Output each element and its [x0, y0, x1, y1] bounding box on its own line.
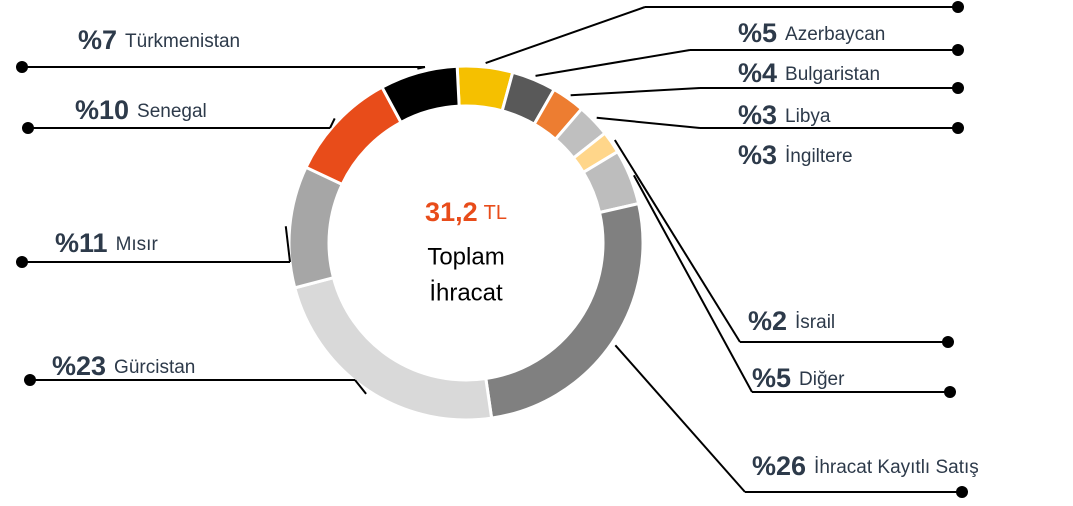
center-unit: TL — [484, 202, 507, 224]
category-label: Gürcistan — [114, 357, 195, 378]
percent-label: %3 — [738, 100, 777, 130]
leader-line — [613, 139, 741, 343]
segment-label: %23 Gürcistan — [52, 351, 195, 381]
label-dot — [952, 122, 964, 134]
center-total: 31,2 TL — [425, 197, 507, 227]
percent-label: %5 — [738, 18, 777, 48]
donut-segment — [287, 165, 345, 290]
donut-segment — [380, 64, 461, 125]
segment-label: %11 Mısır — [55, 228, 158, 258]
segment-label: %7 Türkmenistan — [78, 25, 240, 55]
category-label: İngiltere — [785, 146, 853, 167]
leader-line — [570, 87, 701, 97]
leader-line — [284, 226, 291, 263]
category-label: Türkmenistan — [125, 31, 240, 52]
label-dot — [952, 1, 964, 13]
percent-label: %3 — [738, 140, 777, 170]
segment-label: %2 İsrail — [748, 306, 835, 336]
category-label: Diğer — [799, 369, 845, 390]
category-label: Libya — [785, 106, 831, 127]
category-label: İhracat Kayıtlı Satış — [814, 457, 979, 478]
label-dot — [24, 374, 36, 386]
percent-label: %11 — [55, 228, 108, 258]
category-label: Senegal — [137, 101, 207, 122]
category-label: Mısır — [116, 234, 159, 255]
label-dot — [22, 122, 34, 134]
percent-label: %7 — [78, 25, 117, 55]
leader-line — [485, 6, 646, 65]
segment-label: %3 İngiltere — [738, 140, 853, 170]
center-value: 31,2 — [425, 197, 478, 227]
percent-label: %23 — [52, 351, 106, 381]
center-label: İhracat — [429, 279, 503, 306]
label-dot — [944, 386, 956, 398]
category-label: Azerbaycan — [785, 24, 885, 45]
leader-line — [596, 116, 701, 129]
donut-segment — [484, 201, 645, 420]
label-dot — [16, 256, 28, 268]
segment-label: %10 Senegal — [75, 95, 207, 125]
category-label: Bulgaristan — [785, 64, 880, 85]
percent-label: %10 — [75, 95, 129, 125]
label-dot — [952, 44, 964, 56]
label-dot — [16, 61, 28, 73]
donut-segment — [304, 85, 404, 187]
percent-label: %5 — [752, 363, 791, 393]
segment-label: %5 Diğer — [752, 363, 845, 393]
percent-label: %2 — [748, 306, 787, 336]
leader-line — [614, 344, 746, 493]
segment-label: %4 Bulgaristan — [738, 58, 880, 88]
segment-label: %3 Libya — [738, 100, 831, 130]
label-dot — [956, 486, 968, 498]
label-dot — [942, 336, 954, 348]
percent-label: %4 — [738, 58, 777, 88]
category-label: İsrail — [795, 312, 835, 333]
segment-label: %5 Azerbaycan — [738, 18, 885, 48]
leader-line — [354, 379, 367, 395]
percent-label: %26 — [752, 451, 806, 481]
leader-line — [329, 117, 336, 129]
leader-line — [535, 49, 691, 77]
segment-label: %26 İhracat Kayıtlı Satış — [752, 451, 979, 481]
center-label: Toplam — [427, 243, 504, 270]
leader-line — [632, 174, 753, 393]
label-dot — [952, 82, 964, 94]
